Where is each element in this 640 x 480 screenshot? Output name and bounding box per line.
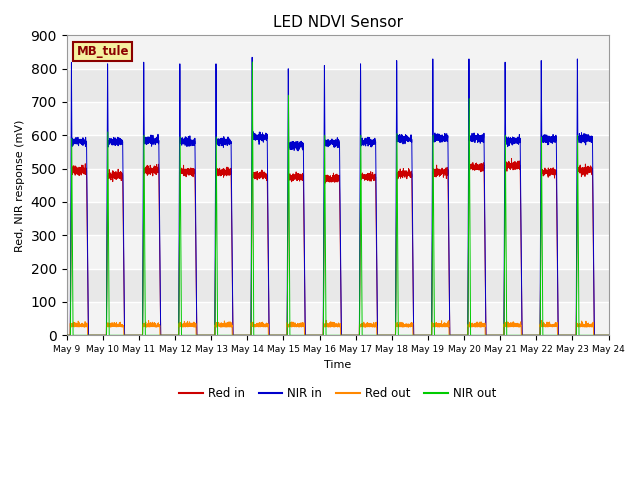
Bar: [67, 168, 609, 202]
NIR out: [195, 333, 202, 338]
Red in: [600, 333, 608, 338]
Red out: [600, 333, 608, 338]
Red out: [605, 333, 612, 338]
Red in: [195, 333, 202, 338]
NIR in: [195, 333, 202, 338]
NIR out: [191, 333, 199, 338]
NIR in: [267, 333, 275, 338]
NIR in: [63, 333, 70, 338]
NIR in: [191, 187, 199, 193]
Line: NIR out: NIR out: [67, 62, 609, 336]
Bar: [67, 302, 609, 336]
Red out: [191, 322, 199, 327]
Bar: [67, 102, 609, 135]
Red in: [63, 333, 70, 338]
NIR out: [306, 333, 314, 338]
Bar: [67, 235, 609, 269]
NIR in: [600, 333, 608, 338]
Title: LED NDVI Sensor: LED NDVI Sensor: [273, 15, 403, 30]
Red out: [63, 333, 70, 338]
Red out: [189, 320, 196, 326]
Red out: [267, 333, 275, 338]
Y-axis label: Red, NIR response (mV): Red, NIR response (mV): [15, 119, 25, 252]
Legend: Red in, NIR in, Red out, NIR out: Red in, NIR in, Red out, NIR out: [175, 382, 500, 404]
Red in: [267, 333, 275, 338]
Bar: [67, 36, 609, 69]
NIR in: [248, 54, 256, 60]
NIR in: [306, 333, 314, 338]
NIR out: [189, 333, 196, 338]
Red in: [605, 333, 612, 338]
NIR out: [267, 333, 275, 338]
Line: NIR in: NIR in: [67, 57, 609, 336]
Red out: [195, 333, 202, 338]
X-axis label: Time: Time: [324, 360, 351, 370]
Red in: [508, 156, 515, 161]
Red out: [306, 333, 314, 338]
NIR in: [605, 333, 612, 338]
Red out: [323, 317, 330, 323]
Line: Red out: Red out: [67, 320, 609, 336]
NIR out: [605, 333, 612, 338]
NIR in: [189, 138, 196, 144]
Line: Red in: Red in: [67, 158, 609, 336]
NIR out: [600, 333, 608, 338]
Red in: [306, 333, 314, 338]
Red in: [191, 210, 199, 216]
NIR out: [63, 333, 70, 338]
NIR out: [248, 59, 256, 65]
Red in: [189, 166, 196, 171]
Text: MB_tule: MB_tule: [76, 45, 129, 58]
